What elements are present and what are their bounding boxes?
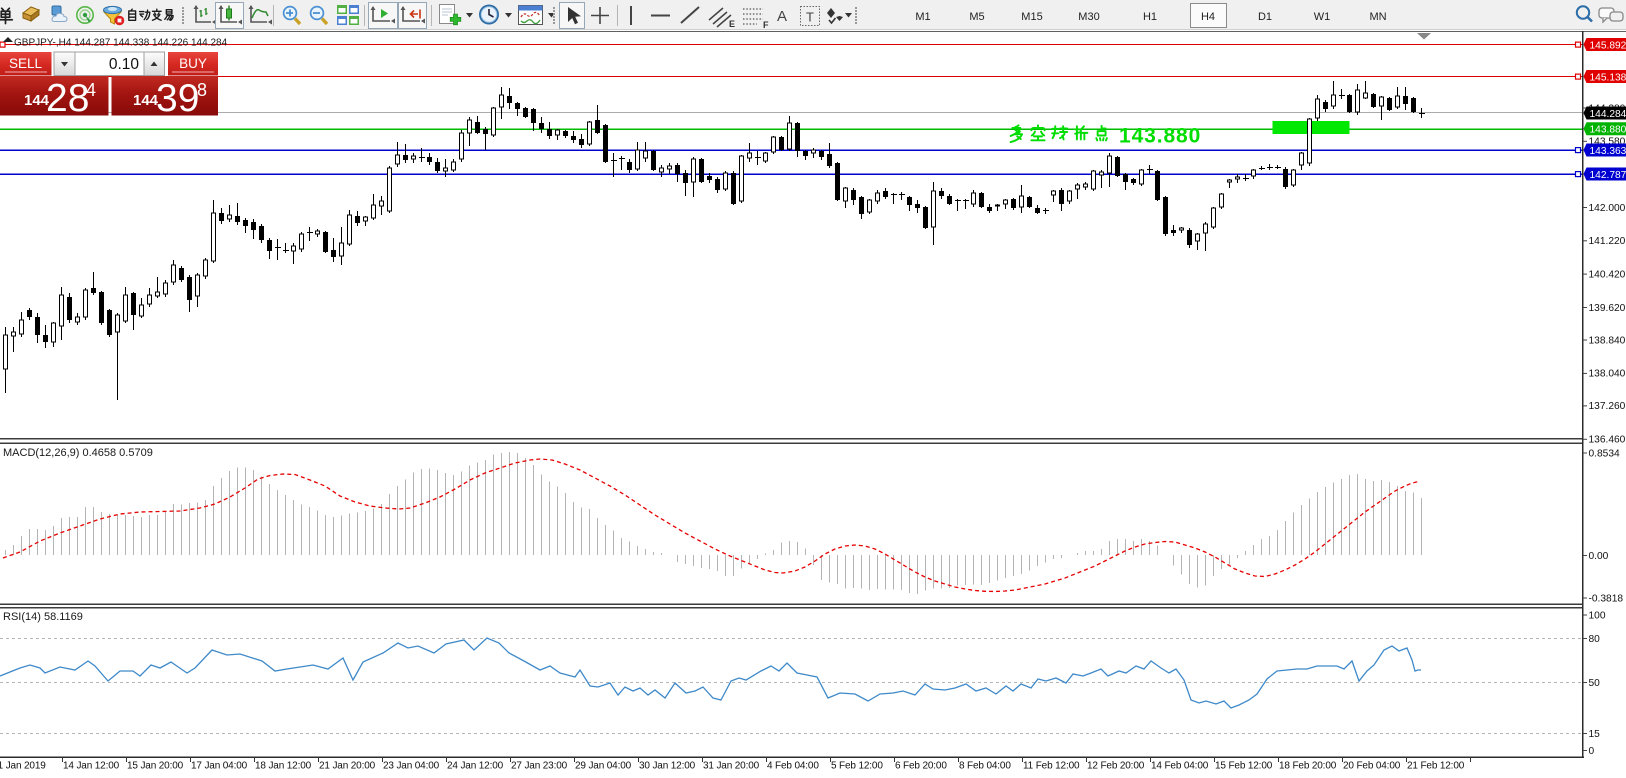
svg-text:14 Jan 12:00: 14 Jan 12:00 — [63, 761, 120, 772]
svg-text:144: 144 — [133, 92, 159, 109]
svg-text:142.000: 142.000 — [1589, 203, 1626, 214]
svg-text:31 Jan 20:00: 31 Jan 20:00 — [703, 761, 760, 772]
svg-text:11 Feb 12:00: 11 Feb 12:00 — [1023, 761, 1080, 772]
svg-text:0.8534: 0.8534 — [1589, 448, 1620, 459]
svg-text:F: F — [763, 20, 769, 30]
svg-text:0: 0 — [1589, 746, 1595, 757]
svg-text:8 Feb 04:00: 8 Feb 04:00 — [959, 761, 1011, 772]
svg-text:18 Feb 20:00: 18 Feb 20:00 — [1279, 761, 1337, 772]
svg-text:143.363: 143.363 — [1590, 146, 1626, 157]
svg-text:0.00: 0.00 — [1589, 551, 1609, 562]
svg-text:T: T — [806, 10, 814, 25]
svg-text:15 Jan 20:00: 15 Jan 20:00 — [127, 761, 184, 772]
svg-text:SELL: SELL — [9, 56, 43, 71]
svg-text:5 Feb 12:00: 5 Feb 12:00 — [831, 761, 883, 772]
svg-text:17 Jan 04:00: 17 Jan 04:00 — [191, 761, 248, 772]
svg-text:BUY: BUY — [179, 56, 207, 71]
svg-text:21 Jan 20:00: 21 Jan 20:00 — [319, 761, 376, 772]
svg-text:12 Feb 20:00: 12 Feb 20:00 — [1087, 761, 1145, 772]
svg-text:14 Feb 04:00: 14 Feb 04:00 — [1151, 761, 1209, 772]
svg-text:H4: H4 — [1201, 11, 1215, 23]
svg-text:136.460: 136.460 — [1589, 435, 1626, 446]
svg-text:21 Feb 12:00: 21 Feb 12:00 — [1407, 761, 1465, 772]
svg-text:50: 50 — [1589, 678, 1601, 689]
svg-text:15 Feb 12:00: 15 Feb 12:00 — [1215, 761, 1273, 772]
svg-text:144: 144 — [24, 92, 50, 109]
svg-text:100: 100 — [1589, 610, 1606, 621]
svg-text:141.220: 141.220 — [1589, 236, 1626, 247]
svg-text:H1: H1 — [1143, 11, 1157, 23]
svg-text:6 Feb 20:00: 6 Feb 20:00 — [895, 761, 947, 772]
svg-text:D1: D1 — [1258, 11, 1272, 23]
svg-text:8: 8 — [197, 80, 207, 100]
svg-text:28: 28 — [46, 77, 89, 120]
svg-text:39: 39 — [156, 77, 199, 120]
svg-text:4 Feb 04:00: 4 Feb 04:00 — [767, 761, 819, 772]
svg-text:80: 80 — [1589, 634, 1601, 645]
svg-text:-0.3818: -0.3818 — [1589, 593, 1624, 604]
svg-text:142.787: 142.787 — [1590, 170, 1626, 181]
svg-text:23 Jan 04:00: 23 Jan 04:00 — [383, 761, 440, 772]
svg-text:M15: M15 — [1021, 11, 1042, 23]
svg-text:137.260: 137.260 — [1589, 401, 1626, 412]
svg-text:MN: MN — [1369, 11, 1386, 23]
svg-text:W1: W1 — [1314, 11, 1331, 23]
svg-text:143.580: 143.580 — [1589, 137, 1626, 148]
svg-text:140.420: 140.420 — [1589, 269, 1626, 280]
svg-text:143.880: 143.880 — [1119, 125, 1201, 148]
svg-text:144.284: 144.284 — [1590, 109, 1626, 120]
svg-text:4: 4 — [86, 80, 96, 100]
svg-text:0.10: 0.10 — [109, 56, 140, 73]
svg-text:143.880: 143.880 — [1590, 125, 1626, 136]
svg-text:M5: M5 — [969, 11, 984, 23]
svg-text:145.138: 145.138 — [1590, 72, 1626, 83]
svg-text:30 Jan 12:00: 30 Jan 12:00 — [639, 761, 696, 772]
svg-text:145.892: 145.892 — [1590, 40, 1626, 51]
svg-text:E: E — [729, 19, 735, 29]
svg-text:GBPJPY-,H4 144.287 144.338 14: GBPJPY-,H4 144.287 144.338 144.226 144.2… — [14, 38, 228, 49]
svg-text:15: 15 — [1589, 729, 1601, 740]
svg-text:MACD(12,26,9) 0.4658 0.5709: MACD(12,26,9) 0.4658 0.5709 — [3, 447, 153, 459]
svg-text:29 Jan 04:00: 29 Jan 04:00 — [575, 761, 632, 772]
svg-text:18 Jan 12:00: 18 Jan 12:00 — [255, 761, 312, 772]
svg-text:A: A — [777, 8, 787, 25]
svg-text:M1: M1 — [915, 11, 930, 23]
svg-text:20 Feb 04:00: 20 Feb 04:00 — [1343, 761, 1401, 772]
svg-text:138.840: 138.840 — [1589, 335, 1626, 346]
svg-text:24 Jan 12:00: 24 Jan 12:00 — [447, 761, 504, 772]
svg-text:138.040: 138.040 — [1589, 369, 1626, 380]
svg-text:11 Jan 2019: 11 Jan 2019 — [0, 761, 46, 772]
svg-text:M30: M30 — [1078, 11, 1099, 23]
svg-text:RSI(14) 58.1169: RSI(14) 58.1169 — [3, 611, 83, 623]
svg-text:139.620: 139.620 — [1589, 303, 1626, 314]
svg-text:27 Jan 23:00: 27 Jan 23:00 — [511, 761, 568, 772]
